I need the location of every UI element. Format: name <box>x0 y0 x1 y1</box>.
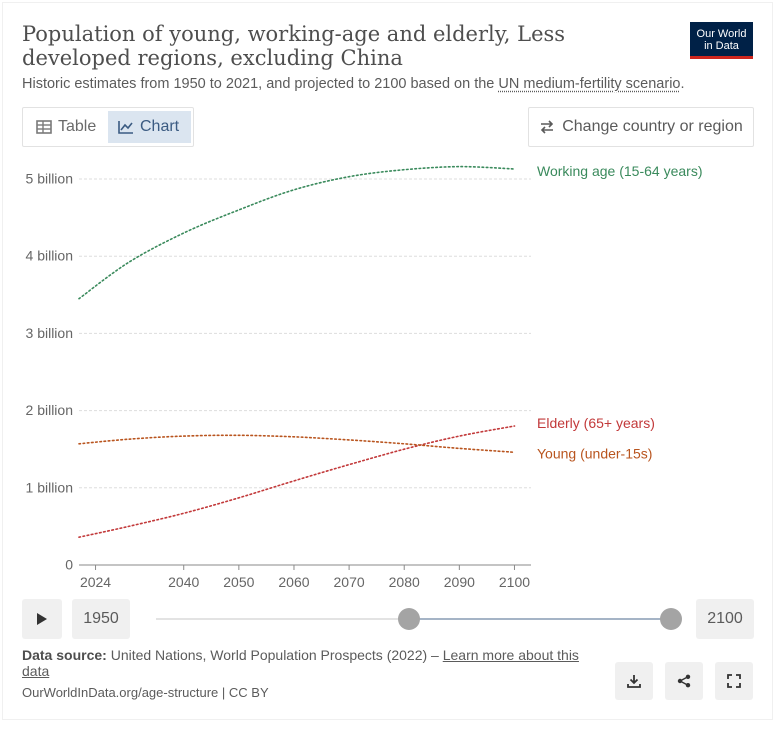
tab-chart-label: Chart <box>140 118 180 135</box>
fertility-scenario-link[interactable]: UN medium-fertility scenario <box>498 76 681 92</box>
subtitle-end: . <box>680 76 685 92</box>
page-title: Population of young, working-age and eld… <box>22 22 566 70</box>
timeline-end-year[interactable]: 2100 <box>696 599 754 639</box>
download-button[interactable] <box>615 662 653 700</box>
tab-chart[interactable]: Chart <box>108 111 191 143</box>
y-tick-label: 3 billion <box>26 325 73 341</box>
data-source-text: United Nations, World Population Prospec… <box>106 647 443 663</box>
series-label-working-age-15-64-years: Working age (15-64 years) <box>537 163 702 179</box>
timeline-start-handle[interactable] <box>398 608 420 630</box>
change-region-label: Change country or region <box>562 118 743 135</box>
series-label-young-under-15s: Young (under-15s) <box>537 445 652 461</box>
x-tick-label: 2060 <box>278 574 309 590</box>
swap-arrows-icon <box>541 120 554 134</box>
footer: Data source: United Nations, World Popul… <box>22 647 592 701</box>
series-line-elderly-65-years <box>78 425 516 538</box>
line-chart-icon <box>118 121 133 134</box>
source-url[interactable]: OurWorldInData.org/age-structure | CC BY <box>22 685 269 700</box>
line-chart: 0 1 billion 2 billion 3 billion 4 billion 5 b… <box>26 163 703 590</box>
y-tick-label: 0 <box>65 557 73 573</box>
play-icon <box>37 613 47 625</box>
tab-table-label: Table <box>58 118 97 135</box>
play-button[interactable] <box>22 599 62 639</box>
series-line-working-age-15-64-years <box>78 165 516 300</box>
y-tick-label: 5 billion <box>26 171 73 187</box>
view-tabs: Table Chart <box>22 107 194 147</box>
share-icon <box>677 674 691 688</box>
learn-more-link[interactable]: Learn more about this data <box>22 647 579 679</box>
share-button[interactable] <box>665 662 703 700</box>
x-tick-label: 2024 <box>80 574 111 590</box>
x-tick-label: 2100 <box>499 574 530 590</box>
data-source-label: Data source: <box>22 647 107 663</box>
data-source: Data source: United Nations, World Popul… <box>22 647 592 679</box>
logo-line-1: Our World <box>696 28 747 40</box>
y-tick-label: 4 billion <box>26 248 73 264</box>
timeline-end-handle[interactable] <box>660 608 682 630</box>
tab-table[interactable]: Table <box>26 111 108 143</box>
logo-line-2: in Data <box>704 40 739 52</box>
download-icon <box>627 675 641 688</box>
x-tick-label: 2090 <box>444 574 475 590</box>
fullscreen-icon <box>727 674 741 688</box>
y-tick-label: 2 billion <box>26 402 73 418</box>
x-tick-label: 2070 <box>334 574 365 590</box>
table-icon <box>36 120 52 134</box>
owid-logo[interactable]: Our World in Data <box>690 22 753 59</box>
series-line-young-under-15s <box>78 434 516 454</box>
timeline: 1950 2100 <box>0 596 776 642</box>
subtitle-text: Historic estimates from 1950 to 2021, an… <box>22 76 499 92</box>
x-tick-label: 2040 <box>168 574 199 590</box>
timeline-selected-range <box>409 618 671 620</box>
change-region-button[interactable]: Change country or region <box>528 107 754 147</box>
x-tick-label: 2080 <box>389 574 420 590</box>
chart-frame <box>2 2 773 720</box>
fullscreen-button[interactable] <box>715 662 753 700</box>
x-tick-label: 2050 <box>223 574 254 590</box>
y-tick-label: 1 billion <box>26 479 73 495</box>
series-label-elderly-65-years: Elderly (65+ years) <box>537 415 655 431</box>
timeline-start-year[interactable]: 1950 <box>72 599 130 639</box>
subtitle: Historic estimates from 1950 to 2021, an… <box>22 76 685 92</box>
